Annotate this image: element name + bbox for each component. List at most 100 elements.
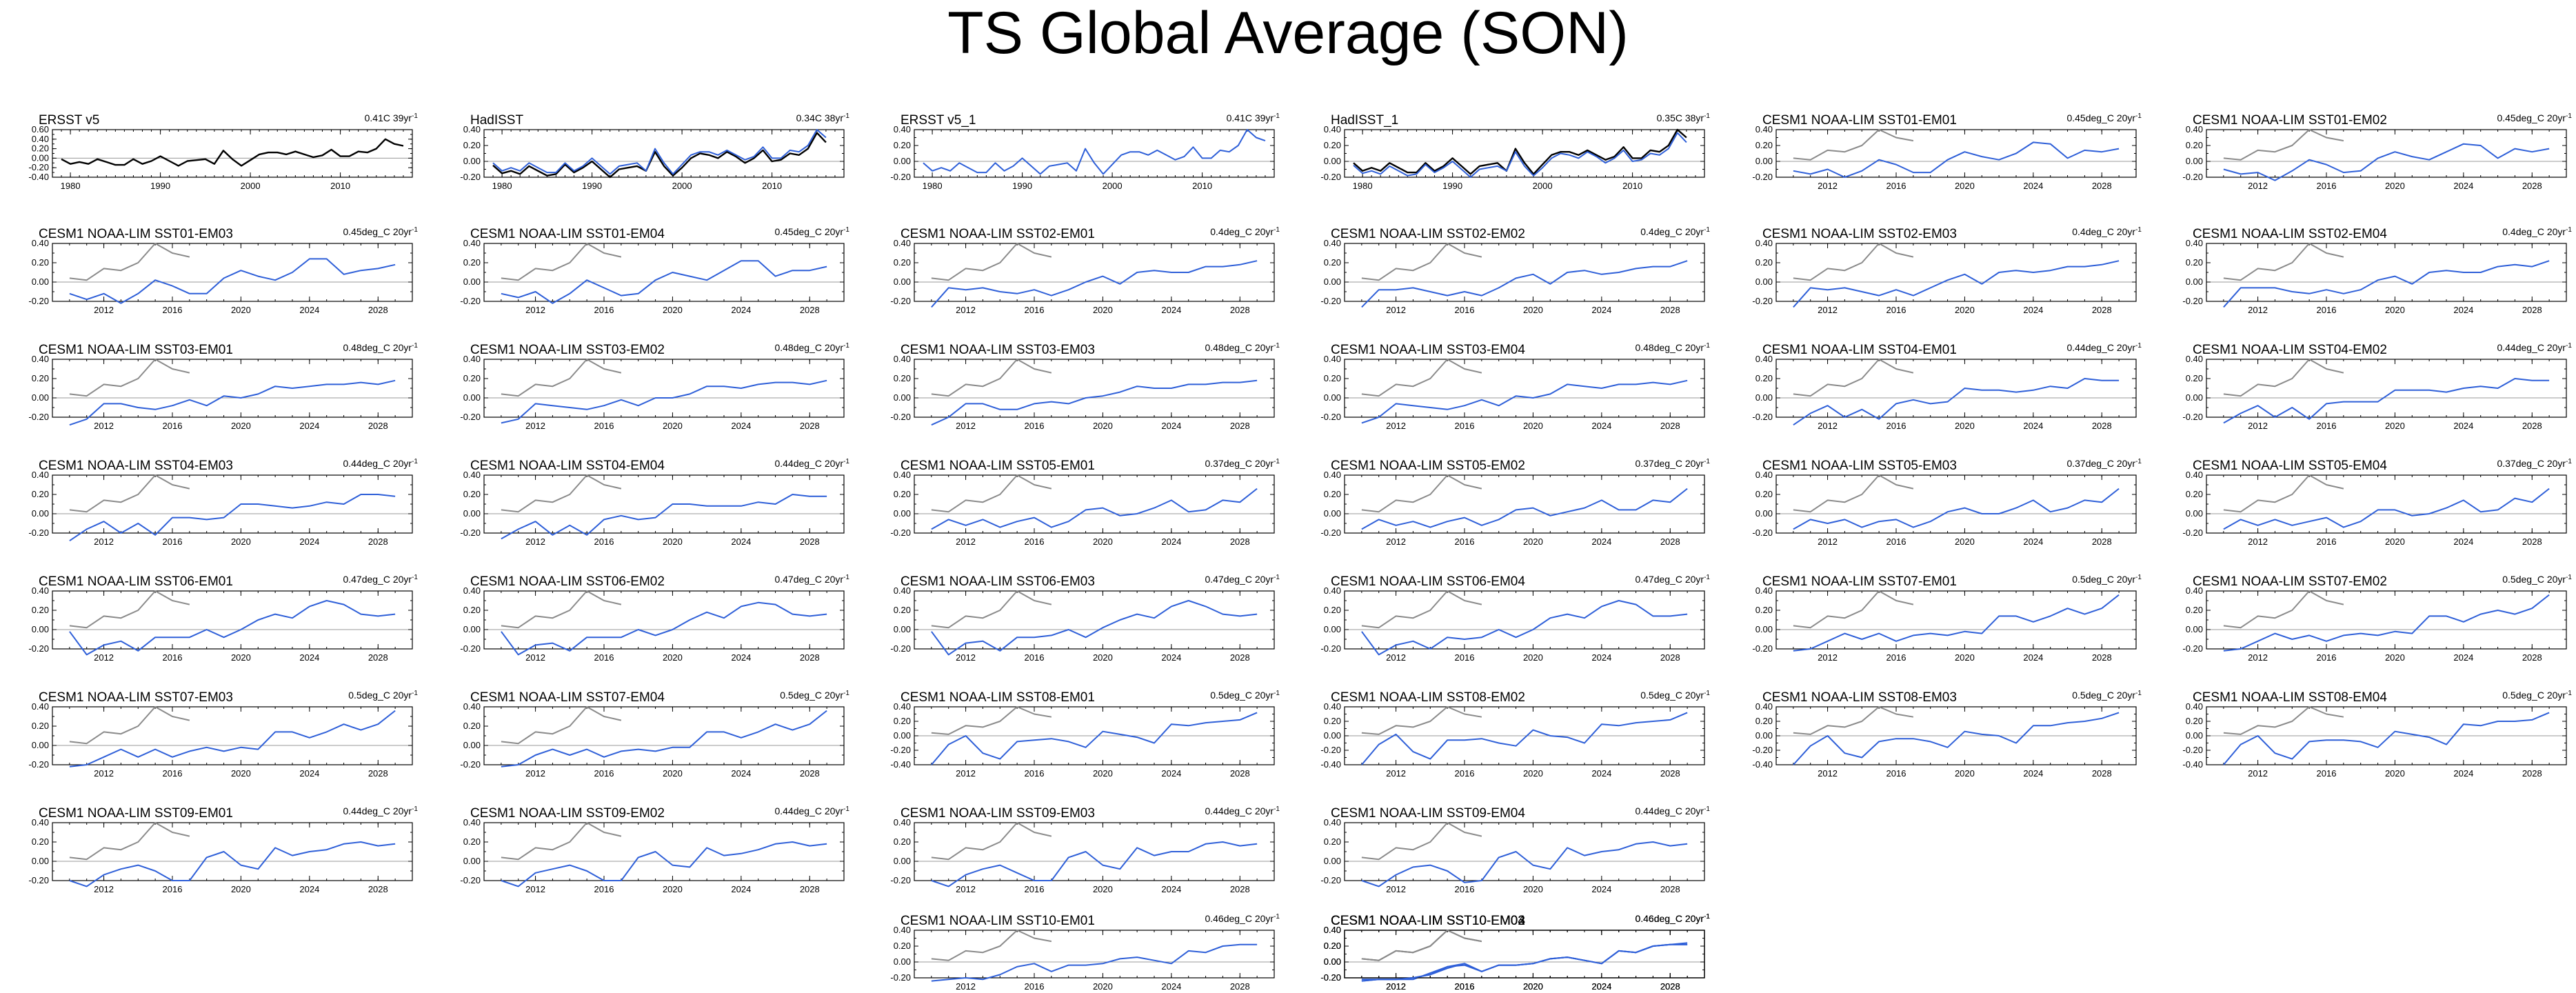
chart-title: CESM1 NOAA-LIM SST06-EM04 [1331,574,1525,589]
trend-note-superscript: -1 [2566,342,2572,350]
x-tick-label: 2016 [1886,305,1906,315]
x-tick-label: 2016 [1455,421,1475,431]
plot-frame [52,359,413,418]
chart-title: CESM1 NOAA-LIM SST10-EM04 [1331,914,1525,928]
chart-title: CESM1 NOAA-LIM SST04-EM03 [39,459,233,473]
chart-title: CESM1 NOAA-LIM SST08-EM02 [1331,690,1525,705]
x-tick-label: 2012 [525,421,545,431]
model-series-line [2223,712,2550,765]
y-tick-label: 0.20 [463,489,481,499]
x-tick-label: 2024 [2023,421,2043,431]
observed-overlay-line [501,706,622,745]
x-tick-label: 2016 [1455,884,1475,894]
x-tick-label: 2012 [525,768,545,779]
y-tick-label: 0.00 [894,956,911,967]
y-tick-label: 0.40 [1755,585,1773,596]
trend-note: 0.47deg_C 20yr-1 [1635,574,1710,585]
x-tick-label: 1990 [1012,181,1032,191]
x-tick-label: 1980 [923,181,943,191]
x-tick-label: 2016 [1455,305,1475,315]
x-tick-label: 2028 [2092,181,2112,191]
plot-frame [1775,359,2137,418]
x-tick-label: 2024 [299,768,319,779]
observed-overlay-line [69,822,190,861]
x-tick-label: 2016 [1455,981,1475,992]
x-tick-label: 2028 [368,884,388,894]
x-tick-label: 2028 [2522,768,2542,779]
chart-title: CESM1 NOAA-LIM SST10-EM03 [1331,914,1525,928]
y-tick-label: -0.20 [1320,875,1341,885]
trend-note-superscript: -1 [412,112,418,120]
plot-frame [1344,822,1705,881]
x-tick-label: 2028 [800,421,820,431]
trend-note-superscript: -1 [2566,112,2572,120]
y-tick-label: -0.20 [890,745,911,755]
x-tick-label: 2016 [163,768,183,779]
trend-note-superscript: -1 [412,805,418,813]
y-tick-label: 0.40 [1324,470,1341,480]
x-tick-label: 2024 [1161,652,1181,663]
y-tick-label: -0.20 [890,972,911,983]
x-tick-label: 2020 [663,305,683,315]
y-tick-label: 0.40 [463,470,481,480]
x-tick-label: 2028 [2092,652,2112,663]
x-tick-label: 2016 [1455,652,1475,663]
model-series-line [1793,594,2120,652]
x-tick-label: 2028 [800,652,820,663]
x-tick-label: 2024 [1591,981,1611,992]
plot-frame [52,474,413,534]
x-tick-label: 2020 [1523,536,1543,547]
y-tick-label: 0.40 [463,238,481,248]
trend-note-superscript: -1 [1274,342,1280,350]
observed-overlay-line [1361,930,1482,961]
y-tick-label: -0.20 [1320,528,1341,538]
y-tick-label: 0.40 [2186,585,2203,596]
x-tick-label: 2020 [1523,981,1543,992]
x-tick-label: 2028 [1230,305,1250,315]
plot-frame [1344,590,1705,650]
y-tick-label: 0.00 [463,624,481,634]
chart-title: CESM1 NOAA-LIM SST09-EM01 [39,806,233,821]
y-tick-label: 0.20 [463,257,481,268]
chart-title: CESM1 NOAA-LIM SST09-EM02 [470,806,665,821]
x-tick-label: 2020 [663,884,683,894]
x-tick-label: 2028 [1660,536,1680,547]
observed-overlay-line [501,590,622,629]
chart-panel: ERSST v5_1 0.41C 39yr-1 -0.20 0.00 0.20 0.40 1… [890,112,1280,191]
x-tick-label: 2020 [1093,981,1113,992]
x-tick-label: 2024 [2453,768,2473,779]
trend-note: 0.46deg_C 20yr-1 [1635,913,1710,924]
observed-overlay-line [2223,243,2344,281]
x-tick-label: 2016 [2317,181,2337,191]
chart-title: CESM1 NOAA-LIM SST03-EM04 [1331,343,1525,357]
plot-frame [52,590,413,650]
observed-series-line [1353,128,1687,175]
x-tick-label: 2012 [956,884,976,894]
x-tick-label: 2016 [1025,768,1045,779]
x-tick-label: 2024 [1591,652,1611,663]
plot-frame [483,474,845,534]
x-tick-label: 2024 [2453,305,2473,315]
observed-overlay-line [2223,129,2344,161]
y-tick-label: 0.00 [894,392,911,403]
y-tick-label: 0.00 [463,508,481,519]
chart-panel: CESM1 NOAA-LIM SST03-EM02 0.48deg_C 20yr-… [460,342,849,431]
chart-title: HadISST_1 [1331,113,1398,128]
y-tick-label: 0.00 [1324,856,1341,866]
chart-title: ERSST v5_1 [900,113,976,128]
y-tick-label: 0.20 [1755,716,1773,726]
y-tick-label: 0.00 [1755,392,1773,403]
y-tick-label: 0.00 [1324,730,1341,741]
chart-title: HadISST [470,113,523,128]
trend-note: 0.44deg_C 20yr-1 [343,805,418,816]
chart-title: CESM1 NOAA-LIM SST09-EM03 [900,806,1095,821]
observed-overlay-line [1361,706,1482,735]
y-tick-label: 0.00 [2186,277,2203,287]
model-series-line [69,494,396,542]
y-tick-label: -0.20 [1320,643,1341,654]
x-tick-label: 2020 [1523,981,1543,992]
plot-frame [914,822,1275,881]
trend-note-superscript: -1 [2566,458,2572,465]
chart-title: CESM1 NOAA-LIM SST08-EM01 [900,690,1095,705]
trend-note-superscript: -1 [2566,574,2572,581]
